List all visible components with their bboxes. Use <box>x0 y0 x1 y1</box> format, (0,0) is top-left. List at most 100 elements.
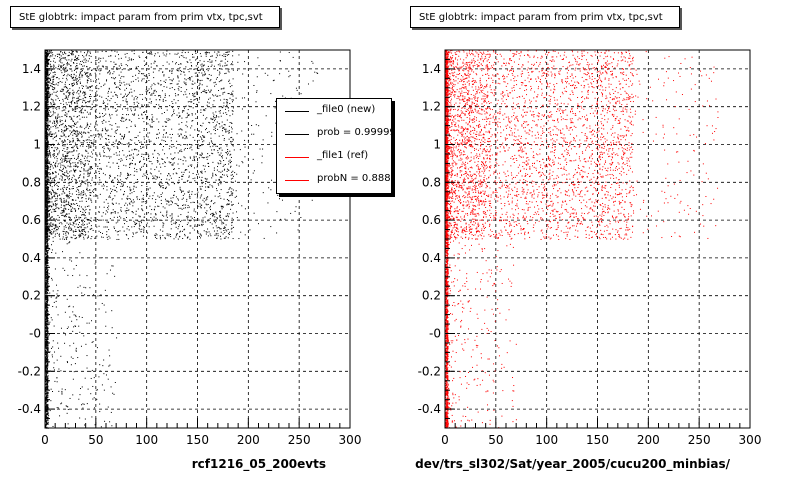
data-point <box>45 367 47 369</box>
data-point <box>45 195 47 197</box>
data-point <box>46 173 48 175</box>
data-point <box>46 194 48 196</box>
data-point <box>46 259 48 261</box>
data-point <box>52 138 54 140</box>
data-point <box>60 159 62 161</box>
data-point <box>117 175 119 177</box>
data-point <box>45 210 47 212</box>
data-point <box>153 208 155 210</box>
data-point <box>63 86 65 88</box>
data-point <box>231 192 233 194</box>
data-point <box>49 231 51 233</box>
data-point <box>219 211 221 213</box>
data-point <box>203 64 205 66</box>
data-point <box>161 113 163 115</box>
data-point <box>54 124 56 126</box>
data-point <box>121 181 123 183</box>
data-point <box>46 127 48 129</box>
data-point <box>121 135 123 137</box>
data-point <box>149 52 151 54</box>
data-point <box>219 228 221 230</box>
data-point <box>45 67 47 69</box>
data-point <box>86 160 88 162</box>
data-point <box>117 178 119 180</box>
data-point <box>69 164 71 166</box>
data-point <box>47 159 49 161</box>
data-point <box>52 223 54 225</box>
data-point <box>73 62 75 64</box>
data-point <box>184 91 186 93</box>
data-point <box>89 228 91 230</box>
data-point <box>201 153 203 155</box>
data-point <box>182 175 184 177</box>
data-point <box>50 223 52 225</box>
data-point <box>60 65 62 67</box>
data-point <box>56 149 58 151</box>
data-point <box>116 162 118 164</box>
data-point <box>92 190 94 192</box>
data-point <box>85 233 87 235</box>
data-point <box>75 229 77 231</box>
data-point <box>179 230 181 232</box>
data-point <box>46 258 48 260</box>
data-point <box>60 197 62 199</box>
data-point <box>144 64 146 66</box>
data-point <box>165 132 167 134</box>
data-point <box>166 216 168 218</box>
data-point <box>134 148 136 150</box>
data-point <box>55 125 57 127</box>
data-point <box>104 155 106 157</box>
data-point <box>52 79 54 81</box>
data-point <box>107 202 109 204</box>
data-point <box>205 127 207 129</box>
data-point <box>178 115 180 117</box>
data-point <box>76 237 78 239</box>
data-point <box>45 142 47 144</box>
data-point <box>176 53 178 55</box>
data-point <box>50 94 52 96</box>
data-point <box>204 177 206 179</box>
data-point <box>67 177 69 179</box>
data-point <box>178 112 180 114</box>
data-point <box>109 196 111 198</box>
data-point <box>109 148 111 150</box>
data-point <box>50 177 52 179</box>
data-point <box>88 175 90 177</box>
data-point <box>171 80 173 82</box>
data-point <box>192 136 194 138</box>
data-point <box>193 103 195 105</box>
data-point <box>56 232 58 234</box>
data-point <box>45 112 47 114</box>
data-point <box>229 102 231 104</box>
data-point <box>56 158 58 160</box>
data-point <box>82 55 84 57</box>
data-point <box>192 93 194 95</box>
data-point <box>84 234 86 236</box>
data-point <box>200 234 202 236</box>
data-point <box>78 230 80 232</box>
data-point <box>45 88 47 90</box>
data-point <box>45 407 47 409</box>
data-point <box>45 255 47 257</box>
data-point <box>141 228 143 230</box>
data-point <box>55 106 57 108</box>
data-point <box>106 226 108 228</box>
data-point <box>51 216 53 218</box>
data-point <box>99 60 101 62</box>
data-point <box>166 210 168 212</box>
data-point <box>45 396 47 398</box>
data-point <box>60 61 62 63</box>
data-point <box>48 195 50 197</box>
data-point <box>187 109 189 111</box>
data-point <box>93 139 95 141</box>
data-point <box>172 159 174 161</box>
data-point <box>101 121 103 123</box>
data-point <box>45 372 47 374</box>
data-point <box>47 296 49 298</box>
data-point <box>96 85 98 87</box>
data-point <box>61 144 63 146</box>
data-point <box>166 213 168 215</box>
data-point <box>217 196 219 198</box>
data-point <box>207 220 209 222</box>
data-point <box>86 150 88 152</box>
